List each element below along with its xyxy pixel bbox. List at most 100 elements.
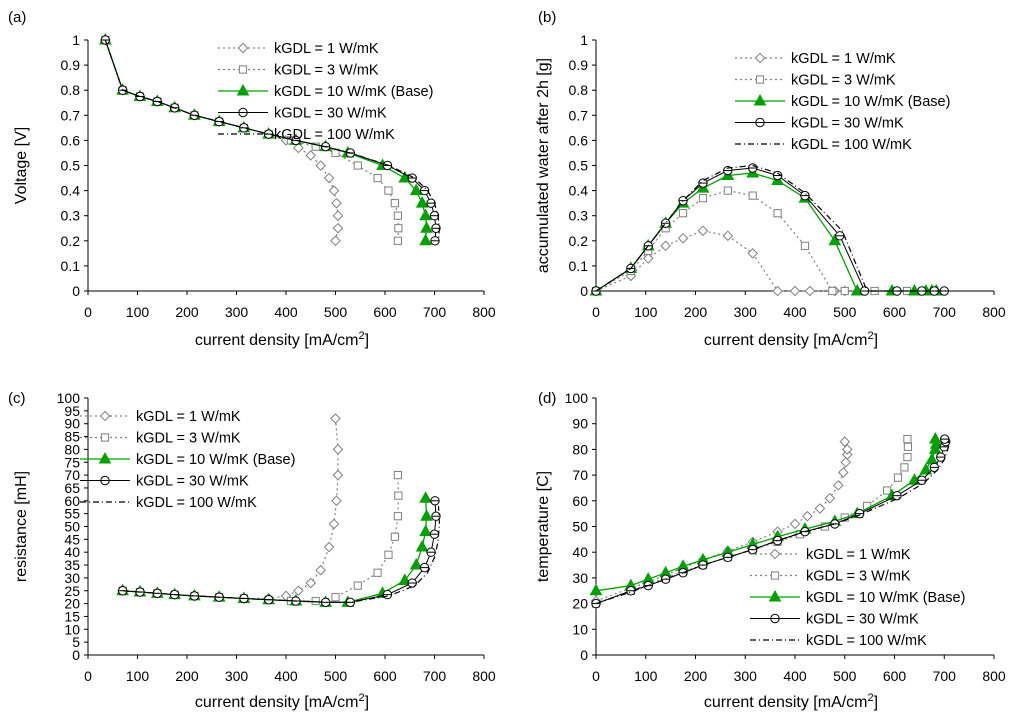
panel-a-data-point-kgdl-1-w-mk <box>330 235 341 247</box>
panel-c-data-point-kgdl-1-w-mk <box>332 469 344 481</box>
panel-b-series-kgdl-3-w-mk <box>591 186 912 296</box>
panel-b-legend-label: kGDL = 10 W/mK (Base) <box>791 94 950 110</box>
panel-a-legend-label: kGDL = 1 W/mK <box>274 41 379 57</box>
panel-c-legend: kGDL = 1 W/mK kGDL = 3 W/mK kGDL = 10 W/mK… <box>80 409 295 511</box>
panel-d-data-point-kgdl-1-w-mk <box>840 456 852 468</box>
panel-b-series-kgdl-100-w-mk <box>595 164 949 292</box>
panel-c-data-point-kgdl-10-w-mk-base <box>419 491 432 503</box>
panel-a-data-point-kgdl-10-w-mk-base <box>419 233 432 246</box>
panel-b-legend-label: kGDL = 1 W/mK <box>791 51 896 67</box>
panel-c-y-tick-label: 75 <box>64 454 80 470</box>
panel-b-data-point-kgdl-3-w-mk <box>800 241 810 250</box>
panel-d-data-point-kgdl-1-w-mk <box>814 503 826 514</box>
panel-b-legend-marker-kgdl-1-w-mk <box>754 52 766 64</box>
panel-d-y-tick-label: 20 <box>572 596 588 612</box>
panel-a-y-tick-label: 0.1 <box>61 258 81 274</box>
panel-c-y-tick-label: 70 <box>64 467 80 483</box>
panel-b-data-point-kgdl-3-w-mk <box>678 209 688 218</box>
panel-b-y-tick-label: 0.7 <box>569 107 589 123</box>
panel-b-data-point-kgdl-1-w-mk <box>772 285 783 297</box>
panel-d-data-point-kgdl-10-w-mk-base <box>928 432 942 444</box>
panel-c-y-tick-label: 40 <box>64 544 80 560</box>
panel-c-legend-label: kGDL = 100 W/mK <box>136 495 257 511</box>
panel-d-data-point-kgdl-3-w-mk <box>900 463 909 472</box>
panel-a-data-point-kgdl-3-w-mk <box>311 142 320 151</box>
panel-c-y-tick-label: 95 <box>64 403 80 419</box>
panel-a-y-tick-label: 0.6 <box>61 132 81 148</box>
panel-c-data-point-kgdl-3-w-mk <box>373 568 382 577</box>
panel-b-y-axis-label: accumulated water after 2h [g] <box>535 58 552 273</box>
panel-d-data-point-kgdl-10-w-mk-base <box>919 462 933 475</box>
panel-a-data-point-kgdl-1-w-mk <box>305 150 317 161</box>
panel-a-data-point-kgdl-10-w-mk-base <box>409 183 423 196</box>
panel-b: (b) 0 0.1 0.2 0.3 0.4 0.5 0.6 0.7 0.8 0.9 1 0 100 200 3… <box>535 9 1006 349</box>
panel-c-legend-label: kGDL = 1 W/mK <box>136 409 241 425</box>
panel-c-data-point-kgdl-1-w-mk <box>328 518 340 530</box>
panel-b-legend-label: kGDL = 100 W/mK <box>791 137 912 153</box>
panel-c-y-tick-label: 85 <box>64 429 80 445</box>
panel-d-x-tick-label: 0 <box>592 668 600 684</box>
panel-a-legend-label: kGDL = 10 W/mK (Base) <box>274 84 433 100</box>
panel-c-x-tick-label: 400 <box>274 668 298 684</box>
panel-c-data-point-kgdl-1-w-mk <box>323 541 335 553</box>
panel-c-legend-marker-kgdl-10-w-mk-base <box>98 451 112 464</box>
panel-d-x-tick-label: 200 <box>684 668 708 684</box>
panel-b-y-tick-label: 0.6 <box>569 132 589 148</box>
panel-a-x-tick-label: 200 <box>175 304 199 320</box>
panel-d-data-point-kgdl-10-w-mk-base <box>925 452 939 465</box>
panel-d-data-point-kgdl-1-w-mk <box>789 518 801 530</box>
panel-c-x-tick-label: 600 <box>373 668 397 684</box>
panel-b-series-line-kgdl-10-w-mk-base <box>595 172 937 292</box>
panel-a-x-tick-label: 300 <box>225 304 249 320</box>
panel-b-data-point-kgdl-1-w-mk <box>660 240 671 252</box>
panel-d-legend-marker-kgdl-1-w-mk <box>769 548 781 560</box>
panel-d: (d) 0 10 20 30 40 50 60 70 80 90 100 0 100 200 300 400 50… <box>535 390 1006 711</box>
panel-b-series-kgdl-1-w-mk <box>590 225 851 297</box>
panel-d-y-tick-label: 80 <box>572 441 588 457</box>
panel-c-x-tick-label: 500 <box>324 668 348 684</box>
panel-d-y-tick-label: 70 <box>572 467 588 483</box>
panel-b-data-point-kgdl-10-w-mk-base <box>908 283 921 296</box>
panel-c-legend-label: kGDL = 10 W/mK (Base) <box>136 452 295 468</box>
panel-a-data-point-kgdl-3-w-mk <box>384 186 393 195</box>
panel-a-series-line-kgdl-100-w-mk <box>104 39 441 241</box>
panel-c-y-tick-label: 15 <box>64 608 80 624</box>
panel-d-y-tick-label: 40 <box>572 544 588 560</box>
panel-b-x-tick-label: 500 <box>833 304 857 320</box>
panel-c-data-point-kgdl-1-w-mk <box>332 444 344 455</box>
panel-b-x-tick-label: 300 <box>734 304 758 320</box>
panel-d-data-point-kgdl-3-w-mk <box>882 486 892 495</box>
panel-c-data-point-kgdl-1-w-mk <box>331 495 342 507</box>
panel-a-data-point-kgdl-1-w-mk <box>328 185 340 196</box>
panel-c-y-tick-label: 50 <box>64 519 80 535</box>
panel-a-data-point-kgdl-3-w-mk <box>393 236 402 245</box>
panel-b-data-point-kgdl-1-w-mk <box>722 230 734 242</box>
panel-c-y-tick-label: 80 <box>64 441 80 457</box>
panel-d-legend-label: kGDL = 100 W/mK <box>806 633 927 649</box>
panel-a-legend: kGDL = 1 W/mK kGDL = 3 W/mK kGDL = 10 W/mK… <box>218 41 433 143</box>
panel-c-y-tick-label: 60 <box>64 493 80 509</box>
panel-d-y-tick-label: 90 <box>572 416 588 432</box>
panel-a-y-tick-label: 1 <box>72 32 80 48</box>
panel-a-legend-marker-kgdl-1-w-mk <box>237 42 249 54</box>
panel-b-data-point-kgdl-3-w-mk <box>748 191 757 200</box>
panel-b-y-tick-label: 0.3 <box>569 208 589 224</box>
panel-a-y-tick-label: 0 <box>72 283 80 299</box>
panel-b-data-point-kgdl-3-w-mk <box>723 186 732 195</box>
panel-c-tag: (c) <box>8 390 26 407</box>
panel-c-data-point-kgdl-3-w-mk <box>311 596 320 606</box>
panel-b-data-point-kgdl-1-w-mk <box>642 253 654 264</box>
panel-d-y-tick-label: 50 <box>572 519 588 535</box>
panel-d-series-line-kgdl-100-w-mk <box>595 441 950 605</box>
panel-b-x-tick-label: 800 <box>982 304 1006 320</box>
panel-d-x-tick-label: 500 <box>833 668 857 684</box>
panel-a-x-tick-label: 100 <box>126 304 150 320</box>
panel-d-x-tick-label: 600 <box>883 668 907 684</box>
panel-b-x-axis-label: current density [mA/cm2] <box>704 330 878 349</box>
panel-a-y-tick-label: 0.9 <box>61 57 81 73</box>
panel-a-x-tick-label: 600 <box>373 304 397 320</box>
panel-a-legend-label: kGDL = 3 W/mK <box>274 63 379 79</box>
panel-a-data-point-kgdl-10-w-mk-base <box>419 208 432 221</box>
panel-b-data-point-kgdl-3-w-mk <box>840 286 849 296</box>
